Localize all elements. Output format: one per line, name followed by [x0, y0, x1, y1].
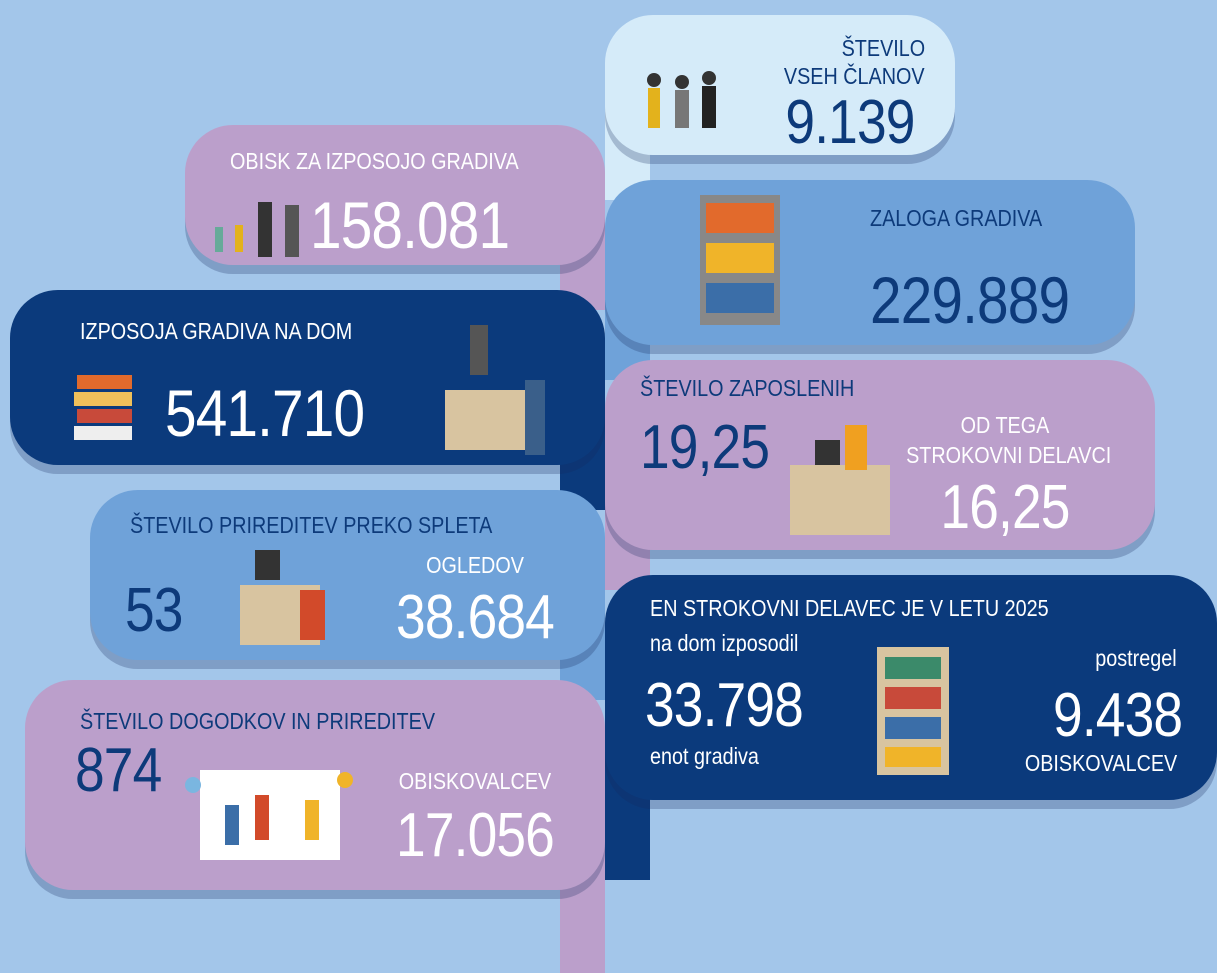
value: 33.798	[645, 671, 804, 740]
members-card: ŠTEVILO VSEH ČLANOV 9.139	[605, 15, 955, 157]
value: 9.139	[785, 88, 915, 157]
value: 38.684	[396, 583, 555, 652]
librarian-icon	[445, 325, 545, 455]
value: 16,25	[940, 473, 1070, 542]
books-icon	[74, 375, 132, 440]
label: OBISKOVALCEV	[398, 768, 552, 794]
value: 158.081	[310, 188, 510, 262]
label: postregel	[1095, 645, 1177, 671]
desk-icon	[790, 425, 890, 535]
loans-card: IZPOSOJA GRADIVA NA DOM 541.710	[10, 290, 605, 465]
label: ZALOGA GRADIVA	[870, 205, 1043, 231]
value: 19,25	[640, 413, 770, 482]
party-icon	[185, 770, 353, 860]
value: 229.889	[870, 263, 1070, 337]
label: enot gradiva	[650, 743, 759, 769]
label: ŠTEVILO	[841, 35, 925, 61]
staff-card: ŠTEVILO ZAPOSLENIH 19,25 OD TEGA STROKOV…	[605, 360, 1155, 550]
computer-icon	[240, 550, 325, 645]
value: 874	[75, 736, 162, 805]
label: IZPOSOJA GRADIVA NA DOM	[80, 318, 353, 344]
events-card: ŠTEVILO DOGODKOV IN PRIREDITEV 874 OBISK…	[25, 680, 605, 890]
per-staff-card: EN STROKOVNI DELAVEC JE V LETU 2025 na d…	[605, 575, 1217, 800]
value: 9.438	[1052, 681, 1183, 750]
stock-card: ZALOGA GRADIVA 229.889	[605, 180, 1135, 345]
label: OBISK ZA IZPOSOJO GRADIVA	[230, 148, 519, 174]
label: ŠTEVILO ZAPOSLENIH	[640, 375, 855, 401]
label: na dom izposodil	[650, 630, 799, 656]
label: OD TEGA	[960, 412, 1050, 438]
label: VSEH ČLANOV	[784, 63, 925, 89]
value: 541.710	[165, 376, 365, 450]
label: STROKOVNI DELAVCI	[906, 442, 1112, 468]
label: ŠTEVILO PRIREDITEV PREKO SPLETA	[130, 512, 493, 538]
online-events-card: ŠTEVILO PRIREDITEV PREKO SPLETA 53 OGLED…	[90, 490, 605, 660]
value: 17.056	[396, 801, 555, 870]
label: OGLEDOV	[426, 552, 524, 578]
people-icon	[215, 202, 299, 257]
visits-card: OBISK ZA IZPOSOJO GRADIVA 158.081	[185, 125, 605, 265]
shelf-icon	[700, 195, 780, 325]
value: 53	[125, 576, 183, 645]
label: OBISKOVALCEV	[1024, 750, 1177, 776]
bookcase-icon	[877, 647, 949, 775]
label: EN STROKOVNI DELAVEC JE V LETU 2025	[650, 595, 1049, 621]
people-icon	[647, 71, 716, 128]
label: ŠTEVILO DOGODKOV IN PRIREDITEV	[80, 708, 436, 734]
